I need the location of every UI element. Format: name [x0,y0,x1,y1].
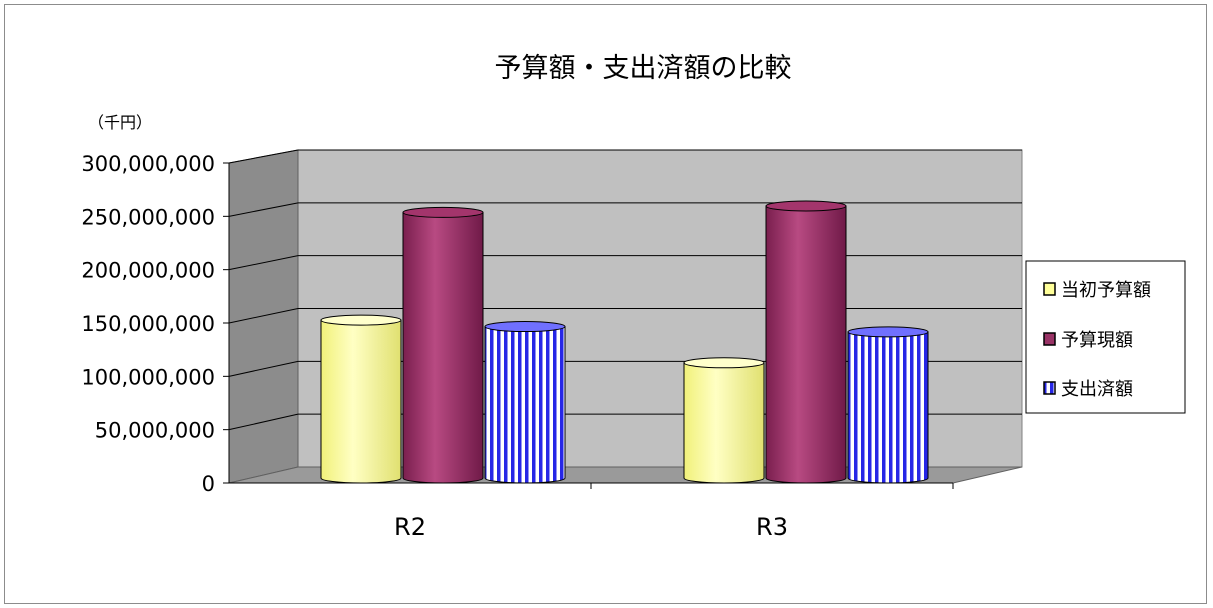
bar-top-2-0 [484,321,566,333]
legend-label-2: 支出済額 [1061,379,1133,400]
legend: 当初予算額 予算現額 支出済額 [1025,260,1186,414]
unit-label: （千円） [88,113,152,132]
y-tick-label-2: 100,000,000 [81,365,215,389]
bar-body-1-1 [765,205,847,484]
y-tick-label-3: 150,000,000 [81,312,215,336]
gridline-side-1 [228,413,299,431]
gridline-side-2 [228,360,299,377]
gridline-side-3 [228,308,299,324]
x-axis-ticks: R2 R3 [394,513,788,541]
bar-body-1-0 [402,211,484,484]
bar-body-0-1 [683,362,765,484]
bar-2-0 [484,321,566,484]
bar-1-1 [765,200,847,484]
gridline-side-4 [228,255,299,271]
legend-label-0: 当初予算額 [1061,280,1151,301]
gridline-side-5 [228,202,299,217]
bar-body-2-0 [484,326,566,484]
bar-top-1-0 [402,206,484,218]
plot-side-wall [228,149,299,484]
bar-top-2-1 [847,326,929,338]
bars [320,200,929,484]
bar-1-0 [402,206,484,484]
legend-label-1: 予算現額 [1061,330,1133,351]
bar-2-1 [847,326,929,484]
chart-title: 予算額・支出済額の比較 [495,53,792,84]
y-tick-label-5: 250,000,000 [81,205,215,229]
bar-top-1-1 [765,200,847,212]
bar-top-0-1 [683,357,765,369]
bar-0-0 [320,314,402,484]
y-tick-label-4: 200,000,000 [81,259,215,283]
bar-top-0-0 [320,314,402,326]
y-tick-label-0: 0 [202,472,215,496]
y-tick-label-1: 50,000,000 [95,419,215,443]
gridline-side-6 [228,149,299,164]
bar-body-0-0 [320,319,402,484]
bar-0-1 [683,357,765,484]
legend-swatch-1 [1043,332,1056,346]
bar-body-2-1 [847,331,929,484]
y-axis-ticks: 0 50,000,000 100,000,000 150,000,000 200,000… [81,152,229,496]
legend-swatch-2 [1043,381,1056,395]
x-tick-label-0: R2 [394,513,426,541]
y-tick-label-6: 300,000,000 [81,152,215,176]
legend-swatch-0 [1043,282,1056,296]
x-tick-label-1: R3 [756,513,788,541]
